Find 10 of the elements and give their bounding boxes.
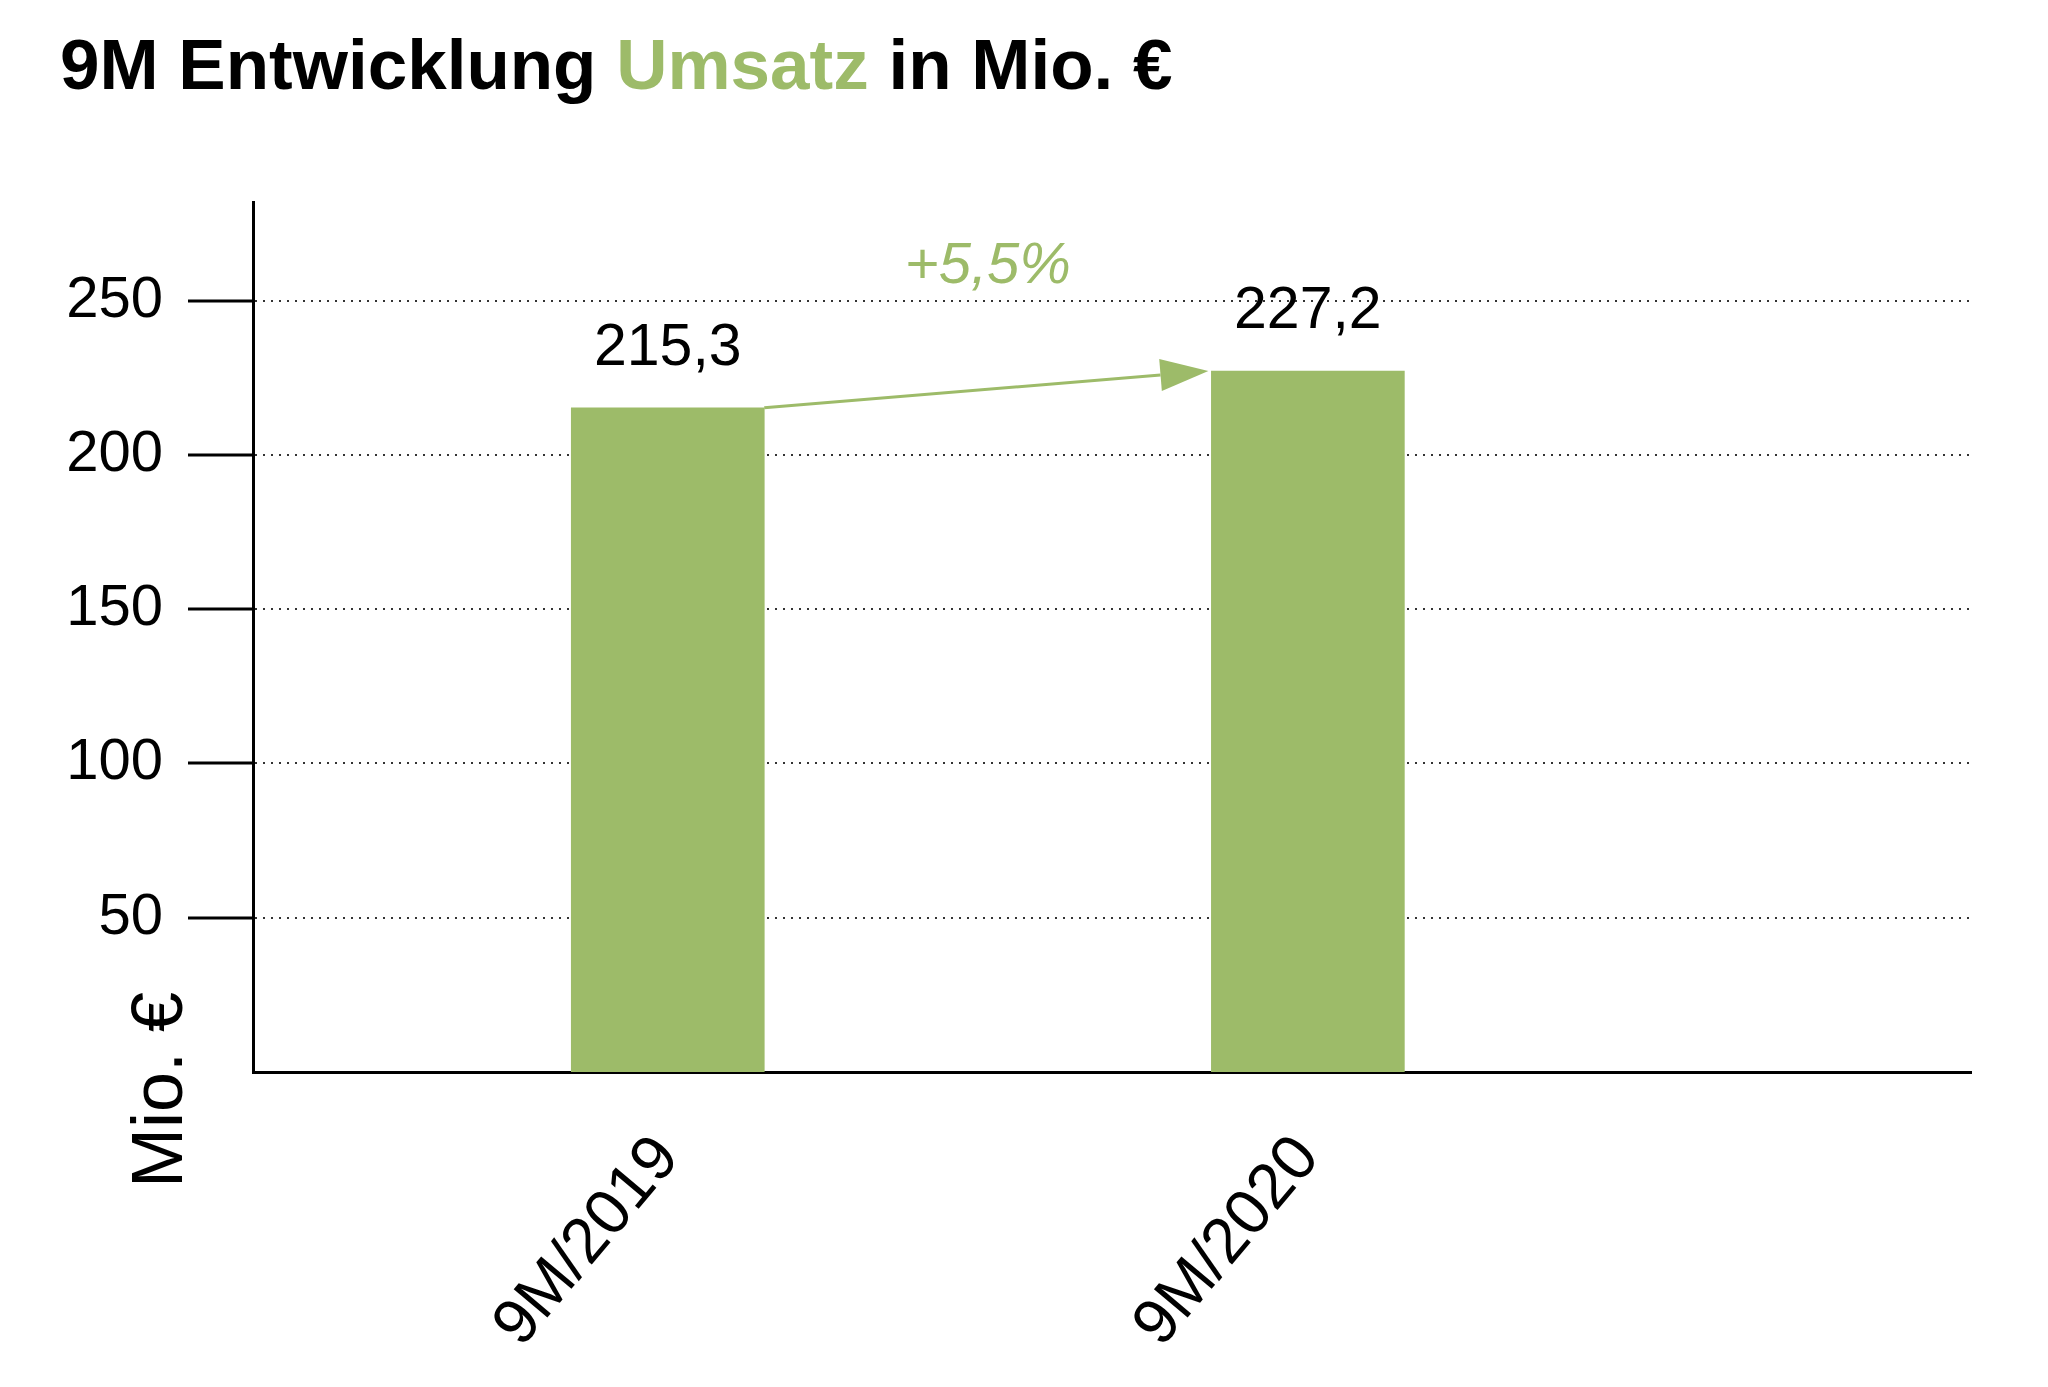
y-axis-title: Mio. € xyxy=(117,991,197,1188)
annotation: +5,5% xyxy=(904,230,1071,295)
data-label: 227,2 xyxy=(1234,275,1382,342)
y-tick-label: 50 xyxy=(98,880,163,946)
y-tick-label: 100 xyxy=(66,726,163,792)
chart-title: 9M Entwicklung Umsatz in Mio. € xyxy=(60,25,1173,104)
data-label: 215,3 xyxy=(593,311,742,378)
y-tick-label: 200 xyxy=(66,417,163,483)
y-tick-label: 150 xyxy=(66,572,163,638)
y-tick-label: 250 xyxy=(66,263,163,329)
